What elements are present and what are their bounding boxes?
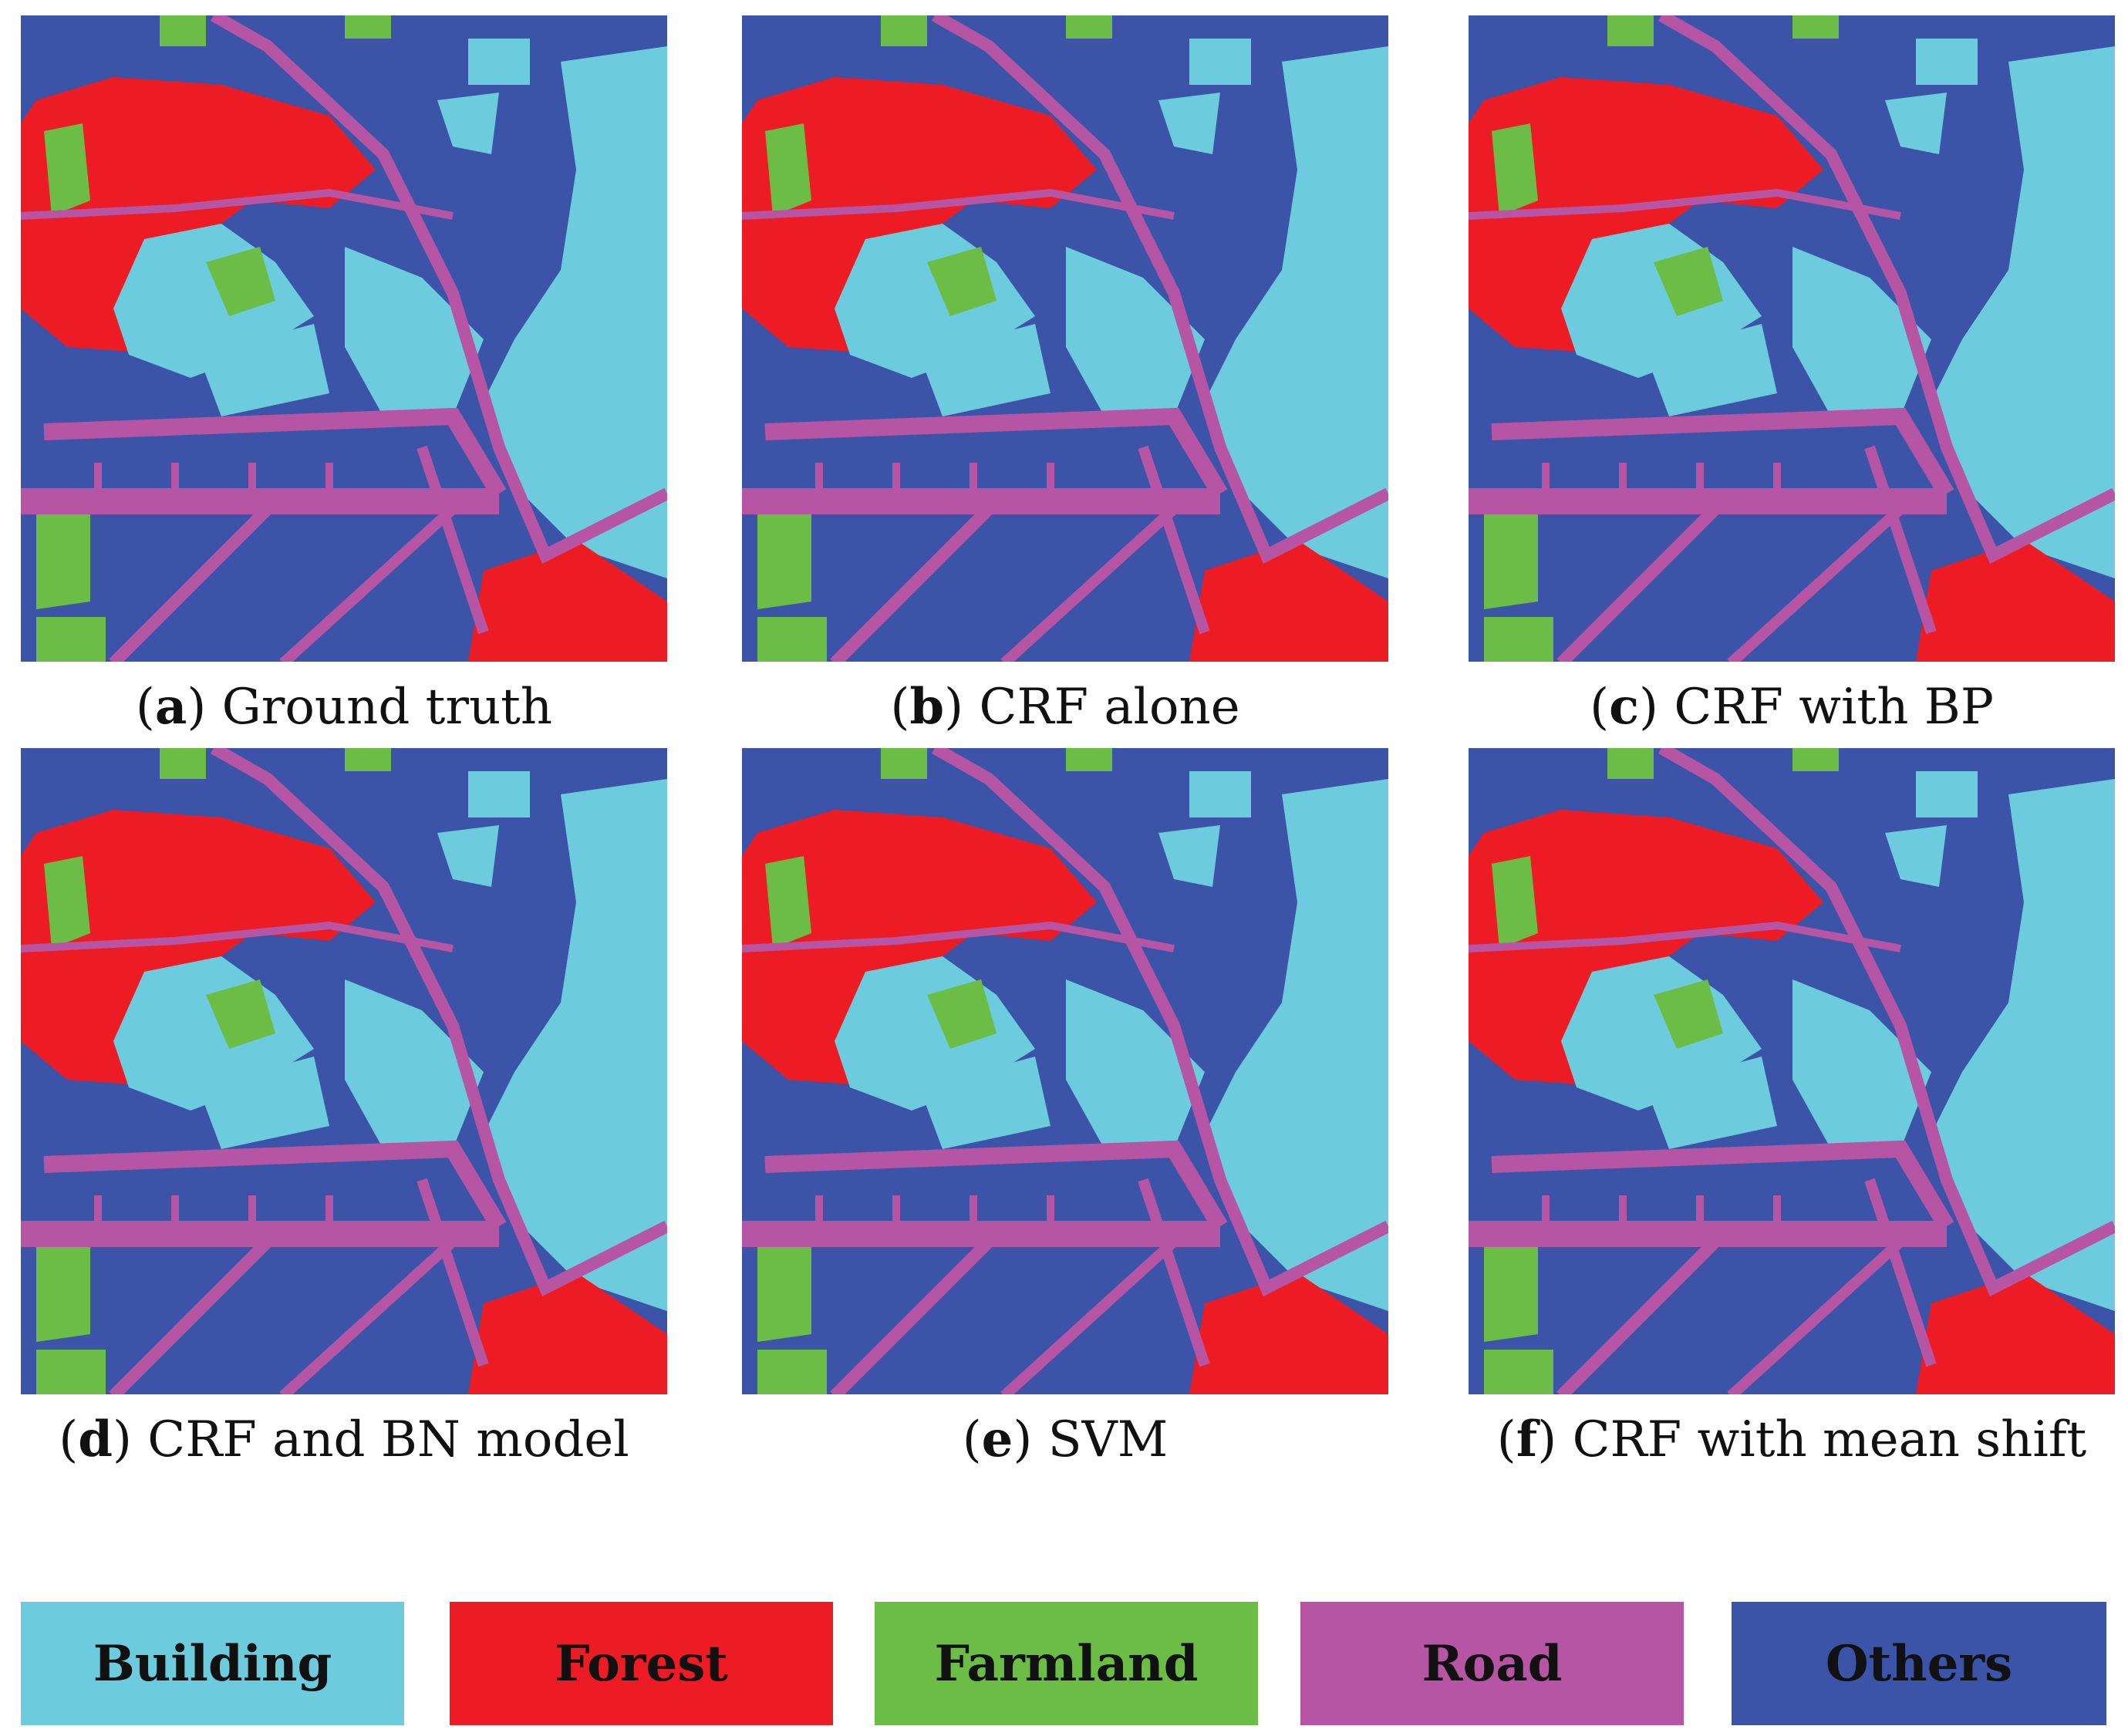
legend-forest: Forest xyxy=(450,1602,833,1725)
caption-e: (e) SVM xyxy=(962,1411,1169,1468)
legend: Building Forest Farmland Road Others xyxy=(0,1602,2128,1725)
map-svm xyxy=(742,748,1388,1394)
panel-c: (c) CRF with BP xyxy=(1469,15,2115,737)
panel-d: (d) CRF and BN model xyxy=(21,748,667,1469)
legend-others: Others xyxy=(1732,1602,2106,1725)
panel-f: (f) CRF with mean shift xyxy=(1469,748,2115,1469)
caption-f: (f) CRF with mean shift xyxy=(1496,1411,2087,1468)
caption-c: (c) CRF with BP xyxy=(1590,678,1994,736)
caption-a: (a) Ground truth xyxy=(135,678,553,736)
map-crf-with-bp xyxy=(1469,15,2115,662)
caption-b: (b) CRF alone xyxy=(890,678,1240,736)
legend-road: Road xyxy=(1300,1602,1684,1725)
map-crf-mean-shift xyxy=(1469,748,2115,1394)
legend-farmland: Farmland xyxy=(875,1602,1258,1725)
map-crf-and-bn xyxy=(21,748,667,1394)
map-ground-truth xyxy=(21,15,667,662)
panel-e: (e) SVM xyxy=(742,748,1388,1469)
panel-b: (b) CRF alone xyxy=(742,15,1388,737)
legend-building: Building xyxy=(21,1602,404,1725)
panel-a: (a) Ground truth xyxy=(21,15,667,737)
map-crf-alone xyxy=(742,15,1388,662)
caption-d: (d) CRF and BN model xyxy=(59,1411,629,1468)
